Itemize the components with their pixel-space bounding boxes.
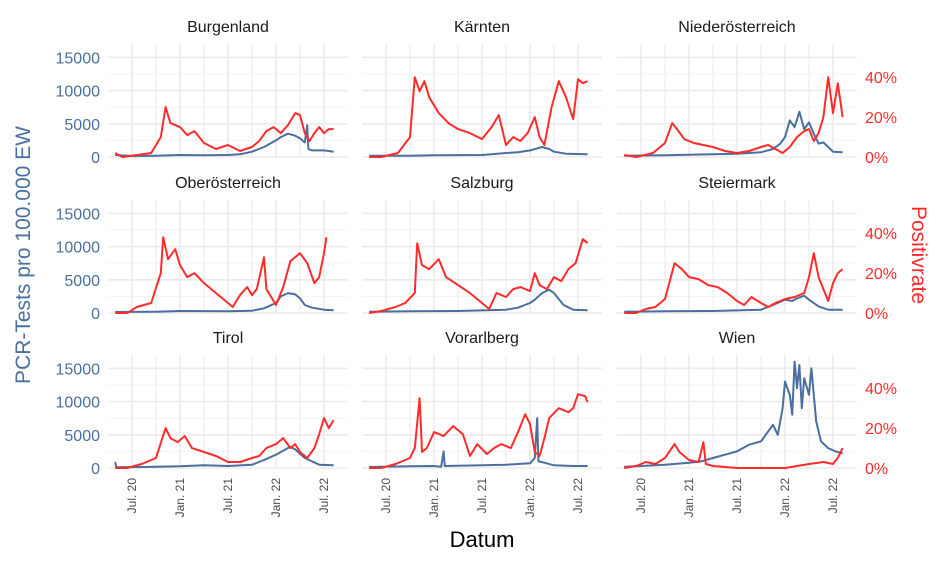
- y-axis-left-title: PCR-Tests pro 100.000 EW: [12, 126, 35, 384]
- series-line-positivity: [115, 236, 328, 314]
- series-line-tests: [115, 124, 334, 157]
- series-line-tests: [624, 294, 843, 313]
- x-tick-label: Jul. 22: [317, 478, 331, 514]
- facet-panel: Wien 0% 20% 40% Jul. 20 Jan. 21 Jul. 21 Jan. 22…: [617, 330, 897, 517]
- y-left-tick-label: 0: [91, 461, 100, 478]
- panels-group: Burgenland 0 5000 10000 15000 Kärnten Niederös…: [56, 19, 898, 517]
- x-tick-label: Jul. 21: [730, 478, 744, 514]
- y-left-tick-label: 5000: [64, 428, 100, 445]
- x-tick-label: Jan. 21: [427, 478, 441, 518]
- y-right-tick-label: 20%: [865, 110, 897, 127]
- y-left-tick-label: 5000: [64, 117, 100, 134]
- facet-title: Steiermark: [698, 175, 776, 192]
- x-tick-label: Jul. 21: [475, 478, 489, 514]
- y-left-tick-label: 10000: [56, 395, 101, 412]
- facet-title: Kärnten: [454, 19, 510, 36]
- x-tick-label: Jan. 22: [269, 478, 283, 518]
- y-left-tick-label: 0: [91, 306, 100, 323]
- series-line-tests: [624, 360, 843, 468]
- x-tick-label: Jul. 22: [826, 478, 840, 514]
- series-line-tests: [369, 417, 588, 468]
- facet-panel: Steiermark 0% 20% 40%: [617, 175, 897, 323]
- y-right-tick-label: 0%: [865, 461, 888, 478]
- series-line-positivity: [369, 238, 589, 314]
- series-line-positivity: [114, 106, 334, 158]
- facet-panel: Oberösterreich 0 5000 10000 15000: [56, 175, 348, 323]
- series-line-tests: [115, 292, 334, 313]
- y-axis-right-title: Positivrate: [907, 206, 930, 304]
- facet-panel: Burgenland 0 5000 10000 15000: [56, 19, 348, 167]
- y-right-tick-label: 20%: [865, 266, 897, 283]
- y-right-tick-label: 40%: [865, 70, 897, 87]
- y-left-tick-label: 15000: [56, 50, 101, 67]
- facet-title: Vorarlberg: [445, 330, 519, 347]
- y-left-tick-label: 15000: [56, 361, 101, 378]
- facet-title: Wien: [719, 330, 755, 347]
- series-line-positivity: [115, 417, 335, 469]
- x-tick-label: Jan. 21: [173, 478, 187, 518]
- facet-title: Niederösterreich: [678, 19, 795, 36]
- facet-title: Salzburg: [450, 175, 513, 192]
- x-tick-label: Jan. 22: [523, 478, 537, 518]
- x-tick-label: Jan. 22: [778, 478, 792, 518]
- facet-title: Tirol: [213, 330, 244, 347]
- facet-panel: Salzburg: [362, 175, 602, 314]
- series-line-positivity: [369, 393, 589, 469]
- facet-title: Burgenland: [187, 19, 269, 36]
- y-left-tick-label: 5000: [64, 273, 100, 290]
- series-line-positivity: [369, 76, 588, 158]
- series-line-tests: [369, 146, 588, 157]
- y-right-tick-label: 40%: [865, 381, 897, 398]
- x-tick-label: Jul. 20: [634, 478, 648, 514]
- facet-panel: Kärnten: [362, 19, 602, 158]
- y-left-tick-label: 0: [91, 150, 100, 167]
- y-right-tick-label: 40%: [865, 226, 897, 243]
- facet-panel: Tirol 0 5000 10000 15000 Jul. 20 Jan. 21 Jul. 2…: [56, 330, 348, 518]
- y-right-tick-label: 20%: [865, 421, 897, 438]
- x-axis-title: Datum: [450, 527, 515, 552]
- x-tick-label: Jul. 22: [571, 478, 585, 514]
- facet-panel: Vorarlberg Jul. 20 Jan. 21 Jul. 21 Jan. 22 Ju…: [362, 330, 602, 517]
- x-tick-label: Jan. 21: [682, 478, 696, 518]
- series-line-positivity: [624, 76, 844, 158]
- facet-title: Oberösterreich: [175, 175, 281, 192]
- x-tick-label: Jul. 20: [379, 478, 393, 514]
- series-line-positivity: [624, 441, 844, 469]
- y-left-tick-label: 10000: [56, 84, 101, 101]
- y-right-tick-label: 0%: [865, 306, 888, 323]
- series-line-positivity: [624, 252, 844, 314]
- series-line-tests: [369, 288, 588, 313]
- series-line-tests: [624, 110, 843, 157]
- x-tick-label: Jul. 20: [125, 478, 139, 514]
- y-right-tick-label: 0%: [865, 150, 888, 167]
- y-left-tick-label: 10000: [56, 240, 101, 257]
- y-left-tick-label: 15000: [56, 206, 101, 223]
- x-tick-label: Jul. 21: [221, 478, 235, 514]
- facet-panel: Niederösterreich 0% 20% 40%: [617, 19, 897, 167]
- series-line-tests: [114, 445, 334, 469]
